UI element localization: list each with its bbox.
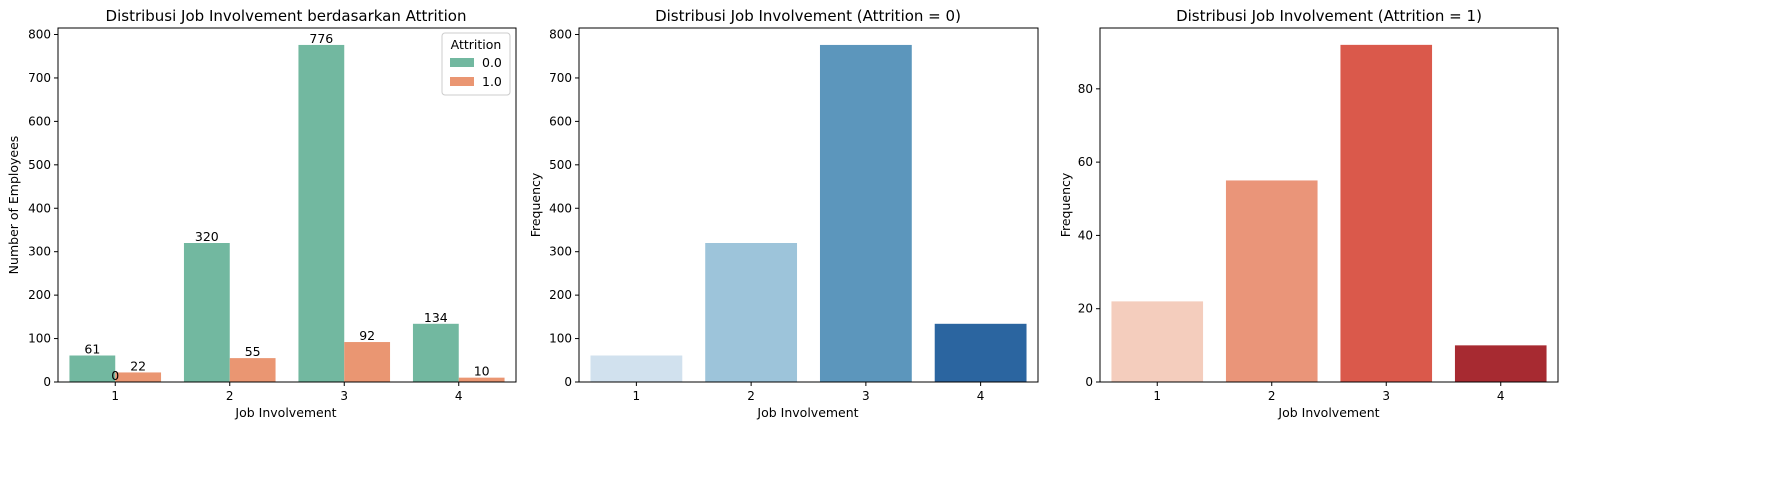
y-tick-label: 600 xyxy=(549,114,572,128)
y-tick-label: 700 xyxy=(549,71,572,85)
bar-series-0-cat-2 xyxy=(183,243,230,382)
bar-cat-3 xyxy=(819,44,912,382)
y-axis-label: Frequency xyxy=(1058,172,1073,237)
x-tick-label: 2 xyxy=(226,389,234,403)
y-tick-label: 500 xyxy=(549,158,572,172)
y-tick-label: 80 xyxy=(1078,82,1093,96)
x-axis-label: Job Involvement xyxy=(1277,405,1379,420)
y-tick-label: 800 xyxy=(549,28,572,42)
x-tick-label: 1 xyxy=(633,389,641,403)
data-label: 320 xyxy=(195,229,219,244)
bar-cat-4 xyxy=(1454,345,1547,382)
data-label-zero: 0 xyxy=(111,368,119,383)
y-tick-label: 700 xyxy=(28,71,51,85)
bar-series-0-cat-1 xyxy=(69,355,116,382)
x-tick-label: 2 xyxy=(1268,389,1276,403)
y-axis-label: Frequency xyxy=(528,172,543,237)
chart-title: Distribusi Job Involvement (Attrition = … xyxy=(655,7,961,25)
x-tick-label: 4 xyxy=(1497,389,1505,403)
axis-ticks: 0 100 200 300 400 500 600 700 800 1 2 3 4 xyxy=(549,28,984,403)
chart-panel-attrition-grouped: Distribusi Job Involvement berdasarkan A… xyxy=(6,7,517,420)
y-tick-label: 200 xyxy=(549,288,572,302)
x-tick-label: 4 xyxy=(977,389,985,403)
axis-ticks: 0 100 200 300 400 500 600 700 800 1 2 3 4 xyxy=(28,28,462,403)
y-tick-label: 600 xyxy=(28,114,51,128)
bar-cat-1 xyxy=(1111,301,1204,382)
data-label: 776 xyxy=(309,31,333,46)
bar-cat-1 xyxy=(590,355,683,382)
data-label: 92 xyxy=(359,328,375,343)
bar-cat-3 xyxy=(1340,44,1433,382)
legend-swatch-series-1 xyxy=(450,77,474,86)
legend-title: Attrition xyxy=(451,37,502,52)
x-tick-label: 2 xyxy=(747,389,755,403)
y-tick-label: 300 xyxy=(28,245,51,259)
data-labels: 61 320 776 134 22 55 92 10 0 xyxy=(84,31,489,383)
y-tick-label: 40 xyxy=(1078,228,1093,242)
y-tick-label: 200 xyxy=(28,288,51,302)
x-tick-label: 3 xyxy=(340,389,348,403)
legend: Attrition 0.0 1.0 xyxy=(441,32,511,96)
bar-series-1-cat-4 xyxy=(458,377,505,382)
x-tick-label: 3 xyxy=(862,389,870,403)
data-label: 22 xyxy=(130,358,146,373)
y-tick-label: 0 xyxy=(1085,375,1093,389)
plot-frame xyxy=(1099,27,1559,383)
chart-panel-attrition-0: Distribusi Job Involvement (Attrition = … xyxy=(528,7,1039,420)
x-tick-label: 4 xyxy=(455,389,463,403)
legend-swatch-series-0 xyxy=(450,58,474,67)
x-tick-label: 3 xyxy=(1382,389,1390,403)
bars xyxy=(1111,44,1547,382)
bar-cat-2 xyxy=(705,243,798,382)
plot-frame xyxy=(578,27,1039,383)
bar-series-1-cat-3 xyxy=(344,342,391,382)
data-label: 134 xyxy=(424,310,448,325)
bar-series-1-cat-2 xyxy=(229,358,276,382)
bar-series-0-cat-3 xyxy=(298,44,345,382)
y-tick-label: 20 xyxy=(1078,302,1093,316)
x-axis-label: Job Involvement xyxy=(234,405,336,420)
y-tick-label: 60 xyxy=(1078,155,1093,169)
x-tick-label: 1 xyxy=(1153,389,1161,403)
bars xyxy=(590,44,1027,382)
chart-panel-attrition-1: Distribusi Job Involvement (Attrition = … xyxy=(1058,7,1559,420)
chart-title: Distribusi Job Involvement (Attrition = … xyxy=(1176,7,1482,25)
y-tick-label: 0 xyxy=(43,375,51,389)
x-tick-label: 1 xyxy=(111,389,119,403)
legend-label-series-0: 0.0 xyxy=(482,55,502,70)
data-label: 55 xyxy=(245,344,261,359)
axis-ticks: 0 20 40 60 80 1 2 3 4 xyxy=(1078,82,1505,403)
bar-series-0-cat-4 xyxy=(412,323,459,382)
y-tick-label: 100 xyxy=(549,332,572,346)
chart-title: Distribusi Job Involvement berdasarkan A… xyxy=(106,7,467,25)
y-axis-label: Number of Employees xyxy=(6,136,21,275)
y-tick-label: 100 xyxy=(28,332,51,346)
bar-cat-2 xyxy=(1225,180,1318,382)
y-tick-label: 800 xyxy=(28,28,51,42)
legend-label-series-1: 1.0 xyxy=(482,74,502,89)
data-label: 10 xyxy=(474,364,490,379)
bar-series-1-cat-1 xyxy=(115,372,162,382)
bar-cat-4 xyxy=(934,323,1027,382)
y-tick-label: 0 xyxy=(564,375,572,389)
y-tick-label: 500 xyxy=(28,158,51,172)
data-label: 61 xyxy=(84,342,100,357)
plot-frame xyxy=(57,27,517,383)
y-tick-label: 400 xyxy=(28,201,51,215)
y-tick-label: 300 xyxy=(549,245,572,259)
bars xyxy=(69,44,505,382)
y-tick-label: 400 xyxy=(549,201,572,215)
x-axis-label: Job Involvement xyxy=(756,405,858,420)
